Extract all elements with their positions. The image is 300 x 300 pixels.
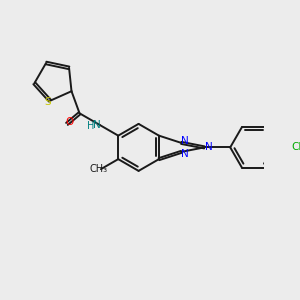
Text: S: S xyxy=(44,97,51,107)
Text: N: N xyxy=(93,119,100,130)
Text: CH₃: CH₃ xyxy=(89,164,107,174)
Text: N: N xyxy=(181,136,189,146)
Text: Cl: Cl xyxy=(291,142,300,152)
Text: H: H xyxy=(87,122,94,131)
Text: N: N xyxy=(181,149,189,159)
Text: N: N xyxy=(205,142,213,152)
Text: O: O xyxy=(65,117,74,127)
